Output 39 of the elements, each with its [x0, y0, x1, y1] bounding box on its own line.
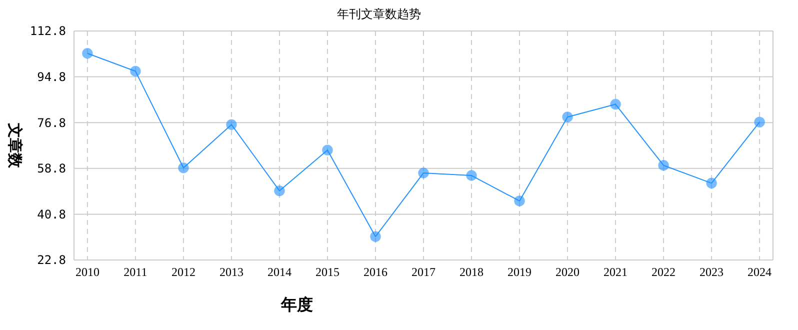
y-tick-label: 22.8: [37, 253, 66, 268]
x-tick-label: 2018: [460, 265, 484, 279]
x-tick-label: 2021: [604, 265, 628, 279]
point: [706, 178, 717, 188]
x-tick-label: 2014: [267, 265, 292, 279]
chart-title: 年刊文章数趋势: [337, 7, 421, 21]
x-tick-label: 2022: [652, 265, 676, 279]
x-tick-label: 2013: [219, 265, 244, 279]
y-tick-label: 76.8: [37, 116, 66, 130]
x-tick-label: 2017: [412, 265, 436, 279]
x-tick-label: 2024: [748, 265, 772, 279]
point: [82, 48, 93, 59]
y-tick-label: 94.8: [37, 70, 66, 84]
x-tick-label: 2016: [363, 265, 388, 279]
point: [226, 119, 237, 130]
x-tick-label: 2019: [508, 265, 532, 279]
x-tick-label: 2020: [556, 265, 580, 279]
point: [130, 66, 141, 77]
x-tick-label: 2012: [171, 265, 196, 279]
x-tick-label: 2011: [124, 265, 148, 279]
y-tick-label: 58.8: [37, 162, 66, 176]
y-tick-label: 40.8: [37, 207, 66, 222]
x-tick-label: 2010: [75, 265, 100, 279]
point: [466, 170, 477, 181]
point: [418, 168, 429, 178]
x-tick-label: 2023: [700, 265, 724, 279]
point: [322, 144, 333, 156]
x-tick-label: 2015: [315, 265, 340, 279]
point: [610, 98, 621, 110]
point: [370, 231, 381, 242]
point: [178, 162, 189, 174]
point: [754, 116, 765, 128]
point: [658, 160, 669, 171]
x-axis-title: 年度: [280, 295, 313, 314]
y-axis-title: 文章数: [6, 122, 24, 169]
point: [274, 185, 285, 196]
point: [514, 196, 525, 206]
y-tick-label: 112.8: [30, 24, 66, 38]
point: [562, 112, 573, 122]
